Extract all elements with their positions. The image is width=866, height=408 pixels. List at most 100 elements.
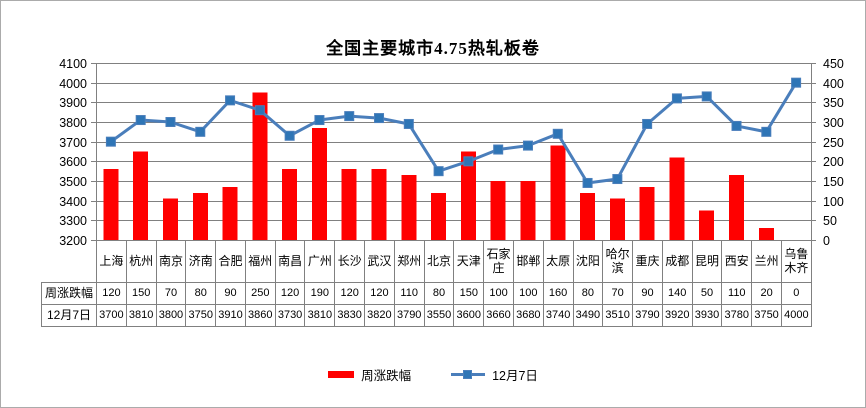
value-cell: 70: [155, 282, 187, 305]
legend-item-line: 12月7日: [451, 365, 538, 384]
value-cell: 3820: [364, 304, 395, 327]
value-cell: 80: [423, 282, 455, 305]
right-axis-tick-label: 400: [823, 77, 844, 91]
value-cell: 3550: [423, 304, 455, 327]
left-axis-tick-label: 3500: [59, 175, 87, 189]
bar: [103, 169, 119, 240]
line-marker: [135, 115, 146, 126]
value-cell: 4000: [780, 304, 812, 327]
bar: [311, 127, 327, 240]
city-cell: 郑州: [393, 240, 425, 283]
value-cell: 150: [125, 282, 157, 305]
line-marker: [433, 166, 444, 177]
city-cell: 合肥: [215, 240, 246, 283]
city-cell: 昆明: [691, 240, 723, 283]
city-cell: 邯郸: [512, 240, 544, 283]
city-cell: 南京: [155, 240, 187, 283]
city-cell: 成都: [661, 240, 693, 283]
right-axis-tick-label: 0: [823, 234, 830, 248]
line-marker: [463, 156, 474, 167]
value-cell: 110: [721, 282, 753, 305]
line-marker: [165, 117, 176, 127]
city-cell: 广州: [304, 240, 336, 283]
value-cell: 80: [572, 282, 604, 305]
bar: [371, 169, 387, 240]
legend-item-bar: 周涨跌幅: [328, 365, 411, 384]
bar: [490, 181, 506, 240]
city-cell: 福州: [244, 240, 276, 283]
right-axis-tick-label: 450: [823, 57, 844, 71]
city-cell: 北京: [423, 240, 455, 283]
blank-cell: [42, 241, 97, 283]
bar: [222, 186, 238, 240]
value-cell: 80: [185, 282, 217, 305]
value-cell: 3920: [661, 304, 693, 327]
bar: [609, 198, 625, 240]
value-cell: 3680: [512, 304, 544, 327]
value-cell: 3800: [155, 304, 187, 327]
city-cell: 上海: [96, 240, 127, 283]
city-cell: 哈尔滨: [602, 240, 634, 283]
legend: 周涨跌幅 12月7日: [1, 365, 865, 384]
left-axis-tick-label: 3600: [59, 155, 87, 169]
right-axis-tick-label: 150: [823, 175, 844, 189]
value-cell: 3750: [751, 304, 782, 327]
city-cell: 石家庄: [483, 240, 514, 283]
value-cell: 3790: [393, 304, 425, 327]
legend-bar-label: 周涨跌幅: [361, 369, 412, 383]
value-cell: 3910: [215, 304, 246, 327]
line-marker: [493, 144, 504, 155]
city-cell: 南昌: [274, 240, 306, 283]
right-axis-tick-label: 300: [823, 116, 844, 130]
value-cell: 100: [483, 282, 514, 305]
value-cell: 120: [96, 282, 127, 305]
bar: [729, 175, 745, 240]
line-marker: [195, 126, 206, 137]
city-cell: 武汉: [364, 240, 395, 283]
value-cell: 150: [453, 282, 485, 305]
line-marker: [374, 113, 385, 124]
value-cell: 160: [542, 282, 574, 305]
value-cell: 3730: [274, 304, 306, 327]
line-marker: [105, 136, 116, 147]
left-axis-tick-label: 3700: [59, 136, 87, 150]
bar: [520, 181, 536, 240]
line-marker: [225, 95, 236, 106]
bar: [639, 186, 655, 240]
line-marker: [701, 91, 712, 102]
value-cell: 3700: [96, 304, 127, 327]
value-cell: 3750: [185, 304, 217, 327]
line-marker: [582, 177, 593, 188]
value-cell: 3490: [572, 304, 604, 327]
bar: [758, 228, 774, 240]
row-header-cell: 周涨跌幅: [41, 282, 97, 305]
city-cell: 天津: [453, 240, 485, 283]
right-axis-tick-label: 50: [823, 214, 837, 228]
city-cell: 重庆: [632, 240, 663, 283]
left-axis-tick-label: 3200: [59, 234, 87, 248]
line-marker: [791, 77, 802, 88]
data-table: 上海 杭州 南京 济南 合肥 福州 南昌 广州 长沙 武汉 郑州 北京 天津 石家庄 邯郸 太原 沈阳 哈尔滨 重庆…: [41, 240, 812, 327]
value-cell: 90: [215, 282, 246, 305]
value-cell: 3790: [632, 304, 663, 327]
city-cell: 兰州: [751, 240, 782, 283]
line-marker: [731, 120, 742, 131]
city-cell: 济南: [185, 240, 217, 283]
line-marker: [761, 126, 772, 137]
bar: [401, 175, 417, 240]
right-axis-tick-label: 250: [823, 136, 844, 150]
bar: [341, 169, 357, 240]
value-cell: 3660: [483, 304, 514, 327]
bar: [431, 192, 447, 240]
value-cell: 140: [661, 282, 693, 305]
line-marker: [403, 118, 414, 129]
right-axis-tick-label: 100: [823, 195, 844, 209]
bar: [699, 210, 715, 240]
line-marker: [612, 174, 623, 185]
city-cell: 乌鲁木齐: [780, 240, 812, 283]
value-cell: 20: [751, 282, 782, 305]
left-axis-tick-label: 4000: [59, 77, 87, 91]
value-cell: 3780: [721, 304, 753, 327]
line-marker: [254, 105, 265, 116]
